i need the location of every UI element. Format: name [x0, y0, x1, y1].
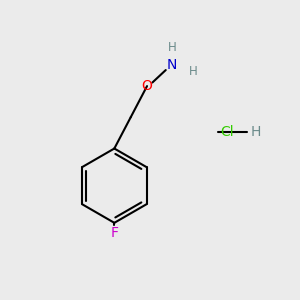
- Text: F: F: [110, 226, 118, 240]
- Text: N: N: [167, 58, 178, 72]
- Text: Cl: Cl: [220, 125, 234, 139]
- Text: H: H: [250, 125, 261, 139]
- Text: H: H: [168, 41, 177, 54]
- Text: H: H: [189, 65, 197, 78]
- Text: O: O: [142, 79, 152, 93]
